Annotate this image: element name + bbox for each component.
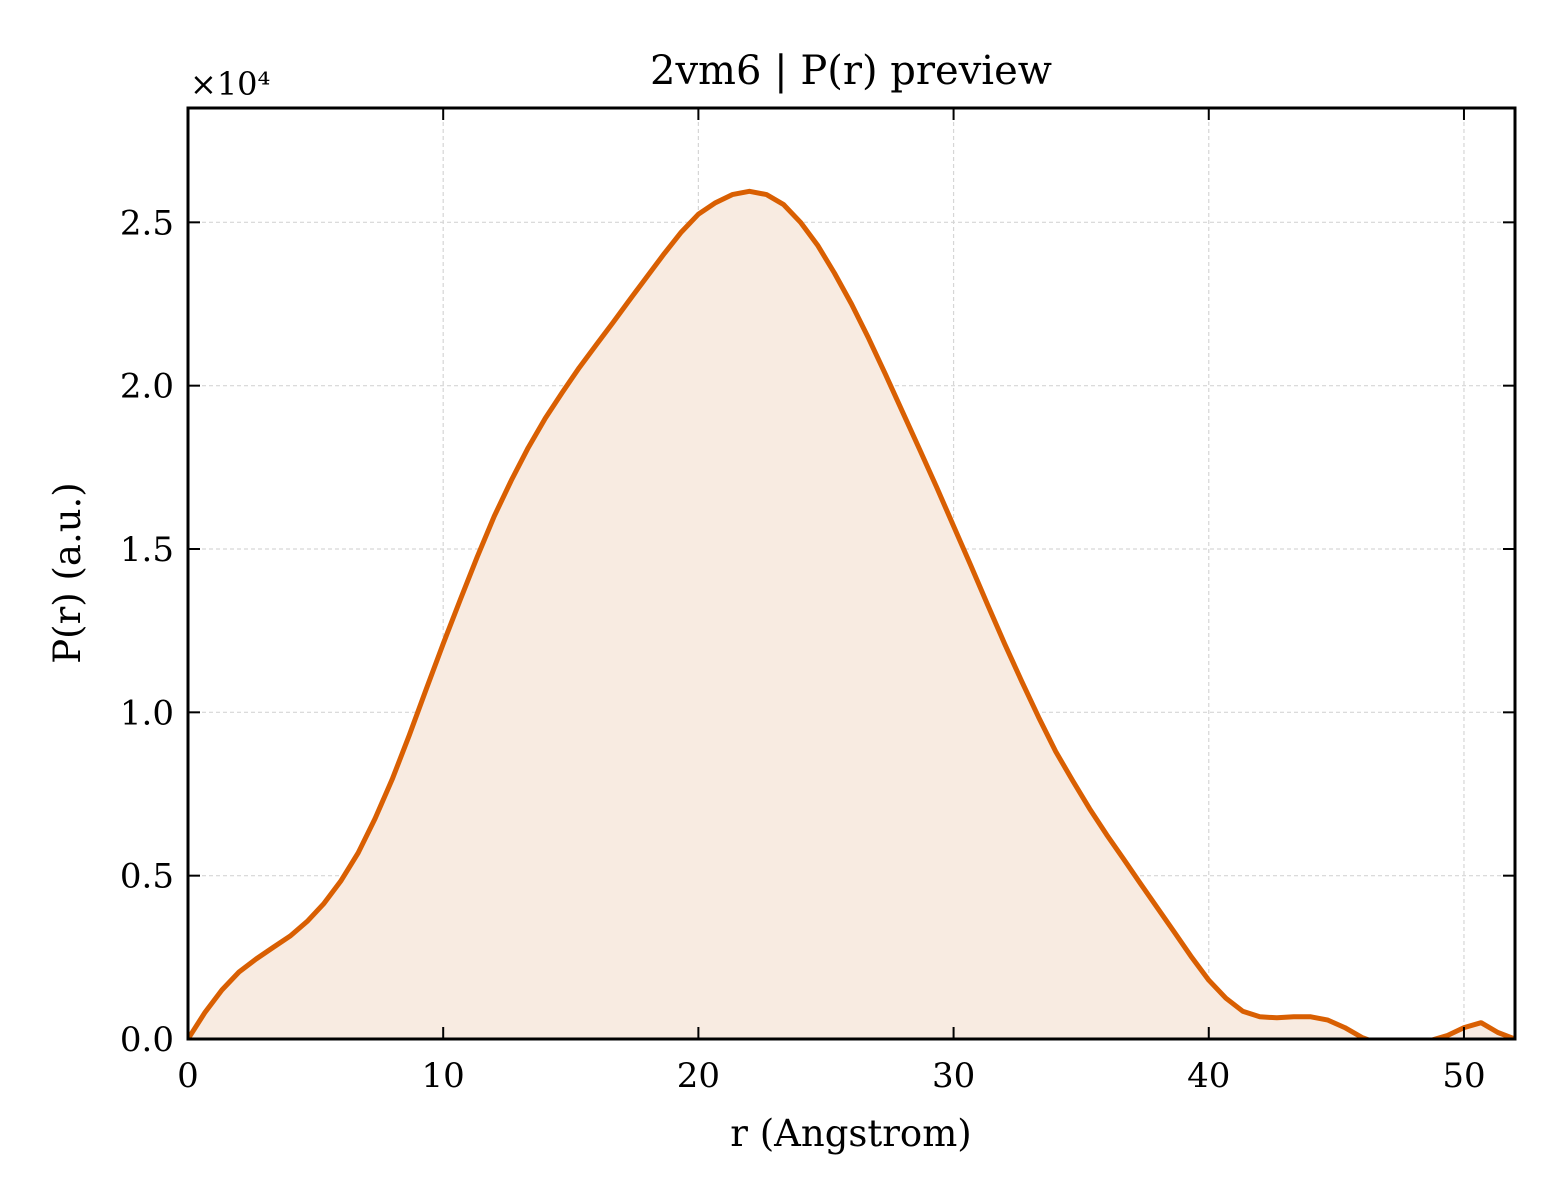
y-tick-label: 2.0 bbox=[120, 367, 174, 407]
y-tick-label: 0.0 bbox=[120, 1020, 174, 1060]
plot-frame bbox=[186, 106, 1517, 1041]
y-offset-label: ×10⁴ bbox=[190, 65, 270, 103]
y-tick-label: 2.5 bbox=[120, 203, 174, 243]
x-tick-label: 10 bbox=[422, 1056, 465, 1096]
x-tick-label: 20 bbox=[677, 1056, 720, 1096]
y-tick-label: 1.0 bbox=[120, 693, 174, 733]
y-tick-label: 1.5 bbox=[120, 530, 174, 570]
axis-ticks: 0 10 20 30 40 50 0.0 0.5 1.0 1.5 2.0 2.5 bbox=[120, 108, 1515, 1096]
y-tick-label: 0.5 bbox=[120, 857, 174, 897]
chart-title: 2vm6 | P(r) preview bbox=[650, 48, 1052, 94]
x-tick-label: 40 bbox=[1187, 1056, 1230, 1096]
x-tick-label: 50 bbox=[1442, 1056, 1485, 1096]
x-axis-label: r (Angstrom) bbox=[730, 1112, 971, 1155]
x-tick-label: 30 bbox=[932, 1056, 975, 1096]
y-axis-label: P(r) (a.u.) bbox=[46, 482, 89, 664]
x-tick-label: 0 bbox=[177, 1056, 199, 1096]
pr-area-fill bbox=[188, 191, 1515, 1039]
pr-curve bbox=[188, 188, 1515, 1039]
